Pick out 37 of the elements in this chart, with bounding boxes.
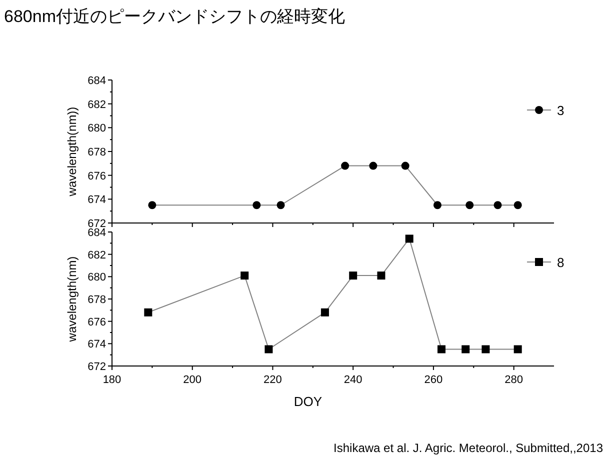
y-tick-label: 680 <box>88 272 106 284</box>
point <box>437 345 446 354</box>
point <box>462 345 470 354</box>
y-tick-label: 676 <box>88 316 106 328</box>
chart-title: 680nm付近のピークバンドシフトの経時変化 <box>4 7 345 26</box>
point <box>320 308 329 316</box>
y-tick-label: 684 <box>88 75 106 87</box>
text: Ishikawa et al. J. Agric. Meteorol., Submitted,,2013 <box>334 441 604 455</box>
x-tick-label: 220 <box>264 374 282 386</box>
y-tick-label: 674 <box>88 338 106 351</box>
x-tick-label: 200 <box>183 374 202 386</box>
x-axis-title: DOY <box>294 394 322 409</box>
x-tick-label: 240 <box>344 374 362 386</box>
legend-label: 8 <box>557 255 564 270</box>
point <box>405 234 414 243</box>
point <box>482 345 490 354</box>
point <box>240 272 249 280</box>
y-tick-label: 682 <box>88 98 106 111</box>
x-tick-label: 280 <box>504 374 523 386</box>
point <box>377 272 386 280</box>
x-tick-label: 260 <box>424 374 443 386</box>
y-axis-title: wavelength(nm)) <box>65 106 79 198</box>
y-tick-label: 680 <box>88 122 106 135</box>
y-tick-label: 684 <box>88 227 106 239</box>
y-tick-label: 676 <box>88 170 106 182</box>
y-tick-label: 682 <box>88 249 106 262</box>
y-tick-label: 674 <box>88 194 106 206</box>
x-tick-label: 180 <box>102 374 122 386</box>
point <box>349 272 358 280</box>
point <box>264 345 273 354</box>
y-tick-label: 678 <box>88 294 106 306</box>
y-tick-label: 678 <box>88 146 106 158</box>
point <box>144 308 152 316</box>
y-tick-label: 672 <box>88 361 106 373</box>
point <box>514 345 522 354</box>
y-axis-title: wavelength(nm) <box>65 256 79 343</box>
legend-label: 3 <box>557 103 564 118</box>
